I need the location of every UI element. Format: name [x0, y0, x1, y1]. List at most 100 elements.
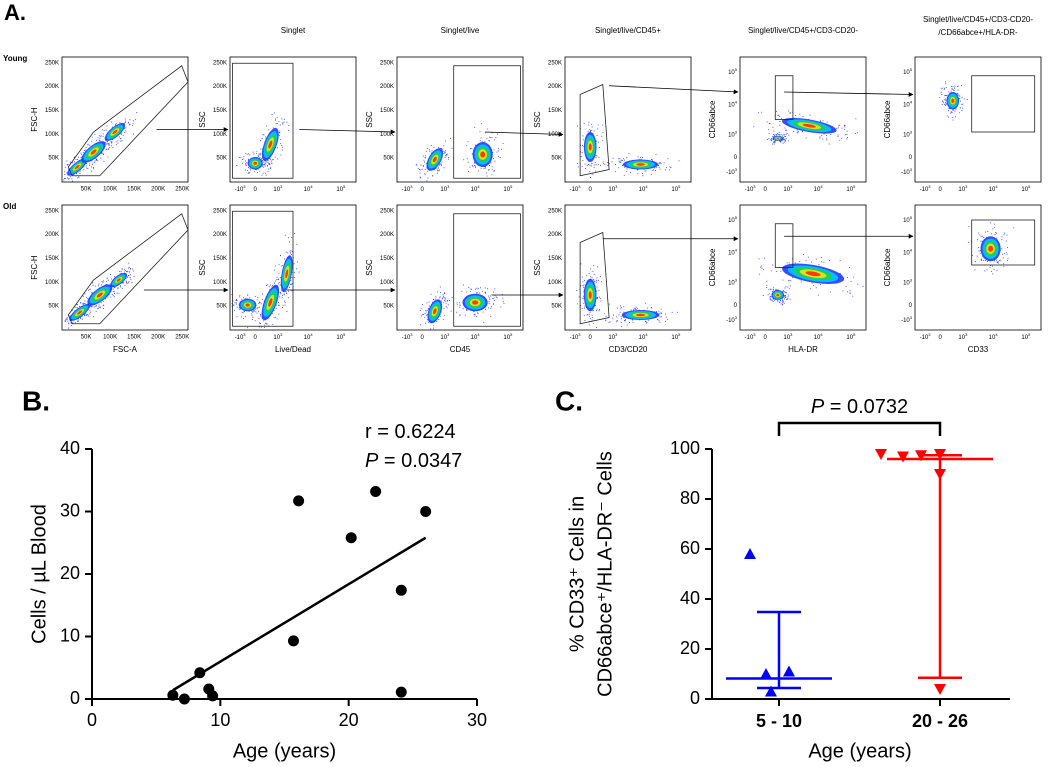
event-dot: [761, 111, 763, 113]
event-dot: [978, 250, 980, 252]
y-tick-label: 200K: [213, 84, 227, 90]
event-dot: [476, 292, 478, 294]
event-dot: [943, 99, 945, 101]
event-dot: [593, 164, 595, 166]
density-contour: [951, 98, 955, 103]
x-tick-label: 0: [421, 335, 425, 341]
event-dot: [592, 322, 594, 324]
event-dot: [256, 312, 258, 314]
event-dot: [486, 172, 487, 174]
event-dot: [584, 307, 585, 309]
event-dot: [780, 299, 781, 301]
event-dot: [484, 287, 486, 289]
event-dot: [494, 139, 496, 141]
event-dot: [447, 304, 449, 306]
y-axis-label: FSC-H: [30, 255, 39, 280]
event-dot: [1000, 259, 1002, 261]
text-part: 0: [939, 335, 943, 341]
event-dot: [113, 296, 115, 298]
event-dot: [789, 298, 791, 300]
event-dot: [991, 270, 992, 272]
event-dot: [69, 161, 71, 163]
event-dot: [766, 287, 768, 289]
y-axis-label: CD66abce: [708, 248, 717, 286]
event-dot: [779, 116, 781, 118]
event-dot: [786, 132, 788, 134]
event-dot: [291, 251, 293, 253]
event-dot: [1013, 227, 1015, 229]
event-dot: [945, 83, 947, 85]
event-dot: [419, 172, 421, 174]
event-dot: [247, 172, 249, 174]
event-dot: [632, 309, 634, 311]
gate: [971, 75, 1036, 133]
event-dot: [117, 140, 119, 142]
event-dot: [87, 167, 89, 169]
text-part: 3: [280, 332, 283, 337]
event-dot: [796, 131, 798, 133]
event-dot: [590, 268, 592, 270]
event-dot: [101, 153, 103, 155]
event-dot: [602, 139, 604, 141]
event-dot: [107, 296, 109, 298]
event-dot: [272, 285, 274, 286]
event-dot: [995, 232, 997, 233]
event-dot: [260, 315, 262, 317]
event-dot: [129, 119, 131, 121]
text-part: 0: [589, 335, 593, 341]
event-dot: [425, 310, 427, 311]
event-dot: [948, 108, 950, 110]
event-dot: [253, 153, 255, 155]
event-dot: [489, 136, 491, 138]
x-tick-label: 0: [254, 187, 258, 193]
event-dot: [281, 265, 283, 267]
event-dot: [441, 300, 443, 302]
event-dot: [595, 164, 597, 165]
event-dot: [88, 289, 90, 291]
text-part: 3: [753, 332, 756, 337]
event-dot: [245, 153, 247, 155]
event-dot: [472, 153, 474, 155]
event-dot: [489, 295, 491, 297]
event-dot: [997, 262, 999, 264]
event-dot: [496, 151, 498, 153]
event-dot: [592, 173, 594, 175]
event-dot: [93, 306, 95, 308]
text-part: -10: [901, 318, 910, 324]
event-dot: [826, 135, 828, 137]
event-dot: [456, 302, 458, 304]
event-dot: [128, 280, 130, 282]
event-dot: [259, 323, 261, 324]
text-part: 10: [503, 187, 510, 193]
event-dot: [245, 160, 247, 162]
text-part: 5: [1028, 332, 1031, 337]
event-dot: [772, 126, 774, 128]
x-tick-label: -103: [920, 184, 932, 193]
event-dot: [285, 251, 287, 253]
event-dot: [77, 319, 79, 321]
event-dot: [293, 277, 295, 278]
event-dot: [502, 142, 504, 144]
event-dot: [278, 135, 280, 136]
panel-label: C.: [555, 385, 583, 416]
event-dot: [857, 283, 859, 285]
x-axis-label: Age (years): [233, 740, 336, 762]
event-dot: [93, 316, 94, 318]
x-tick-label: -103: [570, 184, 582, 193]
event-dot: [953, 89, 954, 91]
event-dot: [472, 166, 474, 168]
event-dot: [259, 157, 261, 159]
event-dot: [107, 279, 109, 281]
event-dot: [288, 237, 289, 239]
event-dot: [259, 170, 261, 172]
event-dot: [428, 305, 430, 307]
panel-label: A.: [4, 0, 26, 25]
y-axis-label: CD66abce⁺/HLA-DR⁻ Cells: [594, 451, 616, 697]
text-part: 10: [273, 187, 280, 193]
event-dot: [766, 139, 768, 140]
event-dot: [656, 319, 658, 320]
density-contour: [776, 293, 780, 297]
y-tick-label: 150K: [45, 108, 59, 114]
event-dot: [622, 158, 624, 160]
